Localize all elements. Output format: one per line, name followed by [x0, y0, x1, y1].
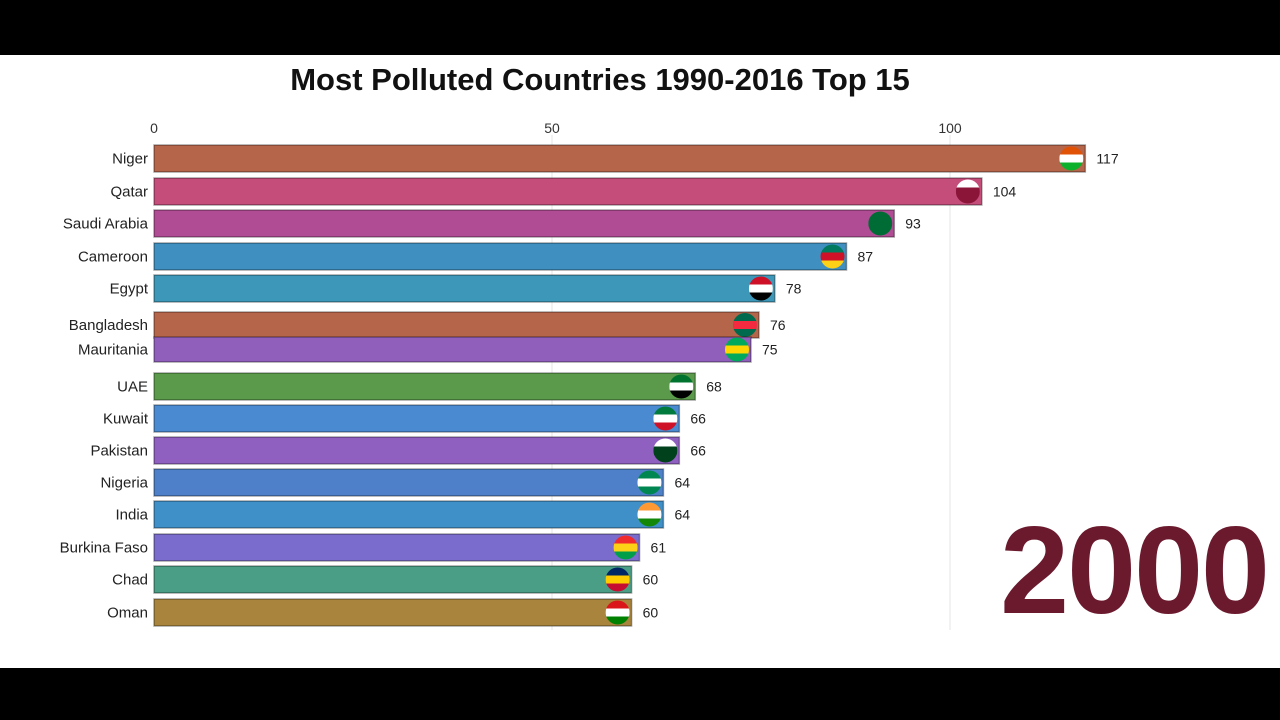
value-label: 60 — [643, 605, 659, 621]
flag-icon — [605, 600, 630, 625]
category-label: Burkina Faso — [60, 540, 148, 557]
value-label: 61 — [651, 540, 667, 556]
category-label: Kuwait — [103, 411, 149, 428]
category-label: India — [115, 507, 148, 524]
bar — [153, 404, 681, 433]
flag-icon — [1059, 146, 1084, 171]
bar — [153, 468, 665, 497]
bar — [153, 177, 983, 206]
category-label: Cameroon — [78, 249, 148, 266]
flag-icon — [605, 567, 630, 592]
category-label: Mauritania — [78, 342, 149, 359]
value-label: 93 — [905, 216, 921, 232]
value-label: 60 — [643, 572, 659, 588]
flag-icon — [725, 337, 749, 362]
value-label: 87 — [858, 249, 874, 265]
category-label: Chad — [112, 572, 148, 589]
flag-icon — [955, 179, 980, 204]
category-label: Oman — [107, 605, 148, 622]
category-label: Bangladesh — [69, 317, 148, 334]
value-label: 64 — [674, 475, 690, 491]
category-label: Nigeria — [100, 475, 148, 492]
value-label: 117 — [1096, 151, 1119, 167]
category-label: Qatar — [110, 184, 148, 201]
flag-icon — [653, 438, 678, 463]
category-label: Egypt — [110, 281, 149, 298]
value-label: 66 — [690, 411, 706, 427]
value-label: 78 — [786, 281, 802, 297]
category-label: UAE — [117, 379, 148, 396]
category-label: Saudi Arabia — [63, 216, 149, 233]
bar — [153, 565, 633, 594]
x-tick-label: 50 — [544, 120, 560, 136]
year-label: 2000 — [1000, 502, 1270, 640]
flag-icon — [637, 502, 662, 527]
flag-icon — [613, 535, 638, 560]
bar — [153, 372, 697, 401]
flag-icon — [669, 374, 694, 399]
bar — [153, 311, 760, 339]
flag-icon — [637, 470, 662, 495]
value-label: 64 — [674, 507, 690, 523]
x-tick-label: 0 — [150, 120, 158, 136]
flag-icon — [653, 406, 678, 431]
bar — [153, 242, 848, 271]
flag-icon — [732, 313, 757, 337]
bar — [153, 500, 665, 529]
flag-icon — [748, 276, 773, 301]
value-label: 68 — [706, 379, 722, 395]
value-label: 75 — [762, 342, 778, 358]
bar — [153, 144, 1087, 173]
flag-icon — [820, 244, 845, 269]
bar — [153, 336, 752, 363]
bar — [153, 274, 776, 303]
x-tick-label: 100 — [938, 120, 962, 136]
value-label: 104 — [993, 184, 1017, 200]
bar — [153, 533, 641, 562]
flag-icon — [868, 211, 893, 236]
value-label: 66 — [690, 443, 706, 459]
bar — [153, 598, 633, 627]
chart-title: Most Polluted Countries 1990-2016 Top 15 — [290, 62, 910, 97]
category-label: Niger — [112, 151, 148, 168]
bar — [153, 209, 896, 238]
bar — [153, 436, 681, 465]
value-label: 76 — [770, 317, 786, 333]
category-label: Pakistan — [90, 443, 148, 460]
